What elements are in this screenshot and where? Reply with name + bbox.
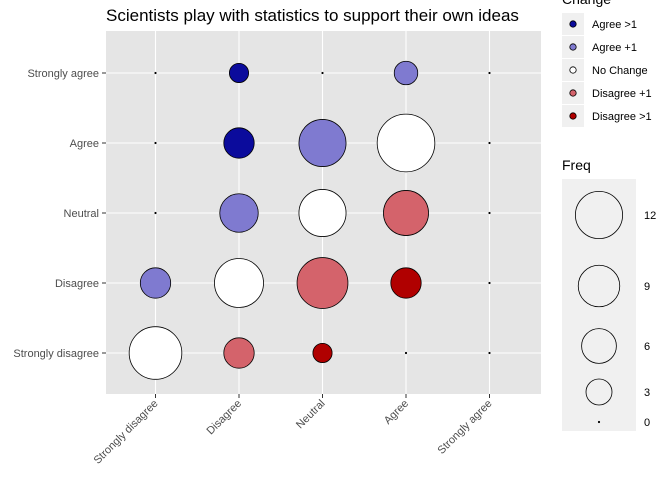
chart-title: Scientists play with statistics to suppo…	[106, 6, 519, 25]
x-tick-label: Disagree	[205, 398, 245, 438]
bubble-point	[488, 71, 491, 75]
bubble-point	[393, 60, 419, 86]
y-tick-label: Agree	[70, 138, 99, 150]
bubble-point	[219, 193, 259, 233]
bubble-point	[298, 119, 347, 167]
y-tick-label: Neutral	[64, 208, 99, 220]
x-tick-label: Strongly agree	[436, 398, 495, 457]
legend-freq: Freq 12 9 6 3 0	[562, 157, 656, 431]
legend-freq-label: 12	[644, 210, 656, 222]
legend-change-label: Disagree +1	[592, 88, 652, 100]
bubble-point	[154, 141, 157, 145]
bubble-point	[488, 141, 491, 145]
legend-freq-label: 3	[644, 387, 650, 399]
legend-change-label: Agree +1	[592, 42, 637, 54]
bubble-point	[390, 267, 422, 299]
bubble-point	[488, 211, 491, 215]
legend-change-title: Change	[562, 0, 611, 7]
bubble-point	[488, 281, 491, 285]
legend-freq-swatch	[574, 190, 624, 240]
legend-key-swatch	[569, 43, 577, 51]
legend-freq-swatch	[597, 420, 601, 424]
y-tick-label: Disagree	[55, 278, 99, 290]
bubble-point	[154, 71, 157, 75]
plot-panel: Strongly disagree Disagree Neutral Agree Str…	[13, 31, 541, 467]
bubble-point	[223, 337, 255, 369]
bubble-point	[298, 189, 347, 237]
bubble-point	[214, 258, 264, 308]
legend-freq-title: Freq	[562, 157, 591, 173]
legend-change-label: Disagree >1	[592, 111, 652, 123]
bubble-point	[154, 211, 157, 215]
legend-key-swatch	[569, 112, 577, 120]
x-tick-label: Neutral	[294, 398, 328, 432]
legend-change: Change Agree >1 Agree +1 No Change Disagree …	[562, 0, 652, 127]
legend-key-swatch	[569, 20, 577, 28]
bubble-point	[296, 257, 349, 309]
x-tick-label: Agree	[382, 398, 411, 427]
legend-freq-label: 6	[644, 341, 650, 353]
legend-freq-label: 0	[644, 417, 650, 429]
bubble-point	[404, 351, 408, 355]
bubble-point	[223, 127, 255, 159]
legend-freq-swatch	[581, 328, 617, 364]
legend-key-swatch	[569, 89, 577, 97]
bubble-point	[139, 267, 172, 299]
legend-key-swatch	[569, 66, 577, 74]
legend-freq-swatch	[577, 264, 621, 308]
bubble-point	[321, 71, 324, 75]
x-tick-label: Strongly disagree	[92, 398, 161, 467]
y-tick-label: Strongly disagree	[13, 348, 99, 360]
bubble-point	[128, 326, 183, 380]
legend-change-label: Agree >1	[592, 19, 637, 31]
bubble-point	[228, 62, 250, 84]
bubble-point	[383, 190, 429, 236]
bubble-point	[312, 342, 333, 364]
bubble-point	[376, 113, 436, 173]
legend-change-label: No Change	[592, 65, 648, 77]
bubble-point	[488, 351, 491, 355]
y-tick-label: Strongly agree	[27, 68, 99, 80]
legend-freq-label: 9	[644, 281, 650, 293]
legend-freq-swatch	[585, 378, 613, 406]
